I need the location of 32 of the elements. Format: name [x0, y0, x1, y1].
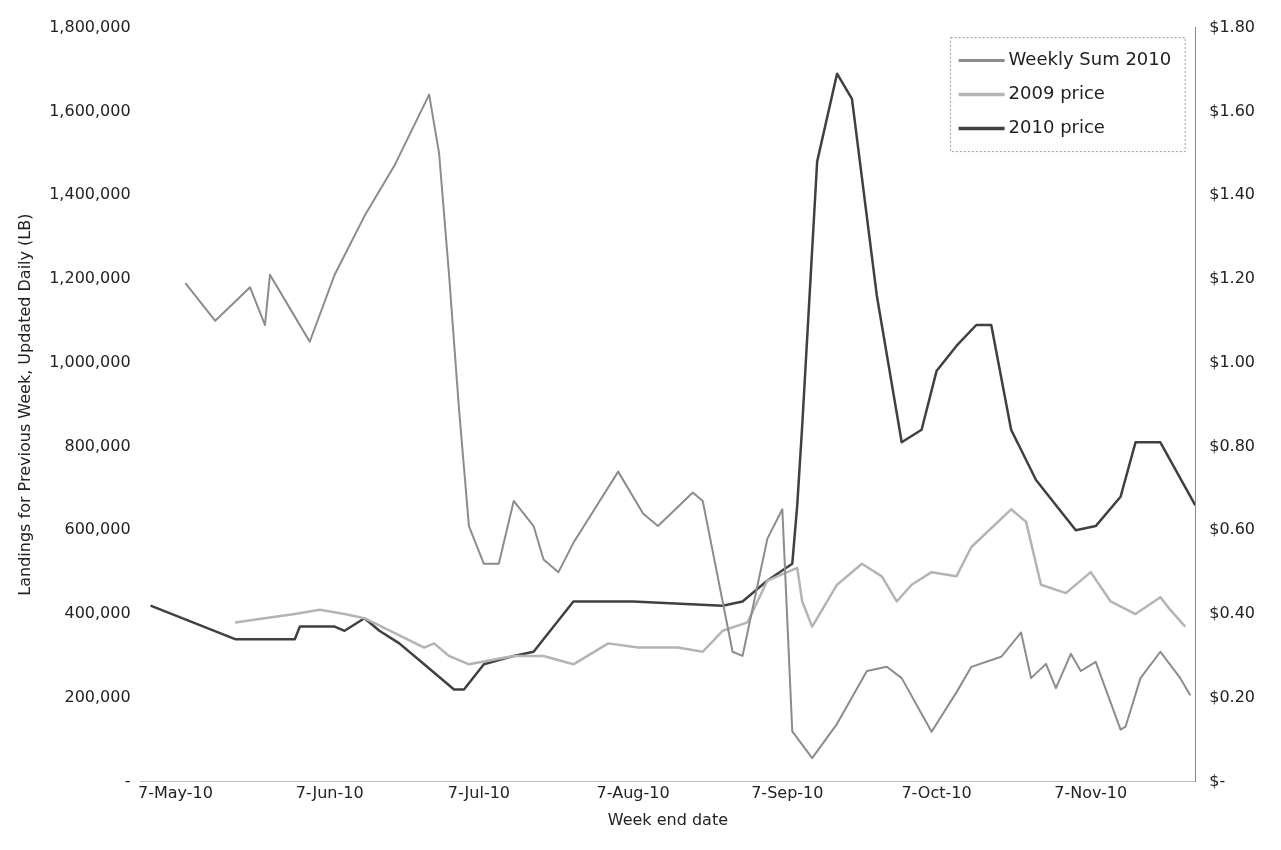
y-axis-title: Landings for Previous Week, Updated Daily (LB)	[14, 213, 34, 596]
y-tick-label: 200,000	[64, 686, 131, 706]
y2-tick-label: $1.20	[1209, 268, 1256, 288]
y-tick-label: 600,000	[64, 519, 131, 539]
y-tick-label: 1,200,000	[49, 268, 131, 288]
x-tick-label: 7-Jun-10	[295, 783, 364, 803]
y-tick-label: 400,000	[64, 603, 131, 623]
y-tick-label: 1,400,000	[49, 184, 131, 204]
y2-tick-label: $1.00	[1209, 351, 1256, 371]
y2-tick-label: $1.60	[1209, 100, 1256, 120]
y-tick-label: 1,000,000	[49, 351, 131, 371]
x-tick-label: 7-Sep-10	[751, 783, 824, 803]
y2-tick-label: $1.80	[1209, 16, 1256, 36]
x-tick-label: 7-Oct-10	[901, 783, 972, 803]
x-axis-title: Week end date	[607, 809, 729, 829]
x-tick-label: 7-May-10	[138, 783, 213, 803]
y-tick-label: -	[124, 770, 131, 790]
y-tick-label: 1,600,000	[49, 100, 131, 120]
y2-tick-label: $0.80	[1209, 435, 1256, 455]
y-tick-label: 800,000	[64, 435, 131, 455]
legend-label: 2009 price	[1008, 82, 1105, 104]
legend-label: 2010 price	[1008, 116, 1105, 138]
y2-tick-label: $0.20	[1209, 686, 1256, 706]
x-tick-label: 7-Jul-10	[447, 783, 511, 803]
y2-tick-label: $0.40	[1209, 603, 1256, 623]
legend-label: Weekly Sum 2010	[1008, 48, 1172, 70]
y2-tick-label: $1.40	[1209, 184, 1256, 204]
y2-tick-label: $0.60	[1209, 519, 1256, 539]
y2-tick-label: $-	[1209, 770, 1226, 790]
y-tick-label: 1,800,000	[49, 16, 131, 36]
x-tick-label: 7-Nov-10	[1054, 783, 1128, 803]
x-tick-label: 7-Aug-10	[596, 783, 670, 803]
